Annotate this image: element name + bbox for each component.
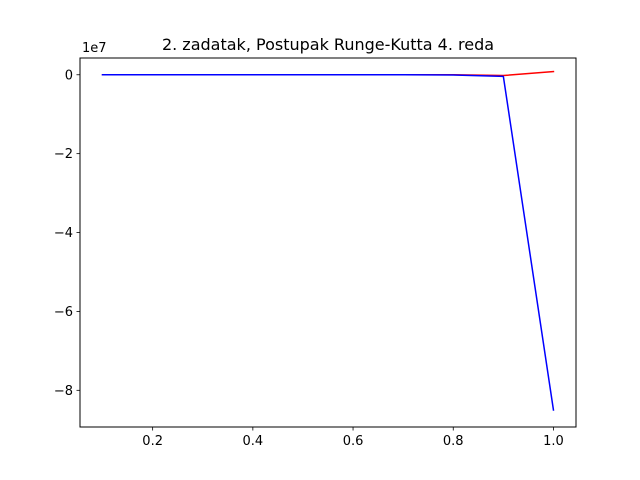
x-tick-label: 0.4: [243, 434, 264, 449]
y-offset-label: 1e7: [82, 41, 107, 56]
y-tick-label: −6: [54, 305, 73, 320]
series-line-2: [101, 74, 555, 411]
chart-title: 2. zadatak, Postupak Runge-Kutta 4. reda: [162, 35, 494, 54]
axes-frame: [79, 57, 577, 428]
series-layer: [101, 70, 555, 411]
y-tick-label: −4: [54, 226, 73, 241]
y-tick-label: −8: [54, 384, 73, 399]
x-tick-label: 0.6: [343, 434, 364, 449]
axes-layer: 0.2 0.4 0.6 0.8 1.0 0 −2 −4 −6 −8: [54, 68, 564, 449]
x-tick-label: 0.8: [443, 434, 464, 449]
x-tick-label: 1.0: [543, 434, 564, 449]
y-tick-label: 0: [65, 68, 73, 83]
y-tick-label: −2: [54, 147, 73, 162]
x-tick-label: 0.2: [142, 434, 163, 449]
